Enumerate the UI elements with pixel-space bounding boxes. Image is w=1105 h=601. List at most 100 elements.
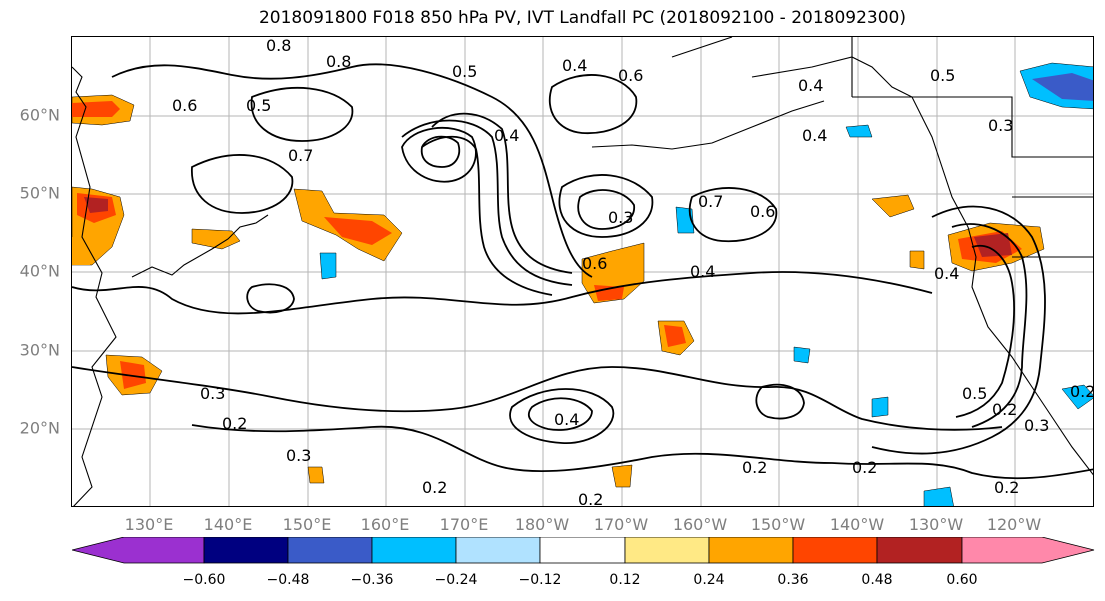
contour-label: 0.6 bbox=[582, 254, 607, 273]
coastline-japan bbox=[131, 214, 269, 278]
contour-0.3 bbox=[72, 366, 1003, 431]
colorbar bbox=[72, 537, 1095, 564]
colorbar-swatch bbox=[203, 537, 289, 564]
lon-label-160e: 160°E bbox=[360, 515, 410, 534]
contour-label: 0.3 bbox=[608, 208, 633, 227]
colorbar-tick-label: −0.60 bbox=[182, 572, 226, 588]
contour-label: 0.4 bbox=[798, 76, 823, 95]
lon-label-150w: 150°W bbox=[750, 515, 806, 534]
contour-ridge-3 bbox=[401, 119, 573, 286]
fill-negative-baja bbox=[923, 486, 954, 506]
contour-subtropical-loop bbox=[755, 383, 805, 420]
colorbar-extend-high bbox=[961, 537, 1095, 564]
contour-east-loop bbox=[688, 187, 778, 243]
fill-positive-tropical-east bbox=[611, 464, 633, 488]
contour-label: 0.6 bbox=[172, 96, 197, 115]
contour-label: 0.2 bbox=[1070, 382, 1094, 401]
map-title: 2018091800 F018 850 hPa PV, IVT Landfall… bbox=[258, 8, 906, 28]
colorbar-tick-label: 0.36 bbox=[777, 572, 809, 588]
contour-0.2-south bbox=[191, 424, 1093, 480]
lon-label-140w: 140°W bbox=[829, 515, 885, 534]
contour-label: 0.4 bbox=[494, 126, 519, 145]
colorbar-tick-label: 0.12 bbox=[609, 572, 641, 588]
contour-label: 0.2 bbox=[852, 458, 877, 477]
contour-label: 0.5 bbox=[962, 384, 987, 403]
fill-negative-subtropical bbox=[793, 346, 811, 364]
contour-0.4-inner bbox=[527, 397, 593, 431]
pv-contours bbox=[72, 63, 1093, 480]
colorbar-swatch bbox=[624, 537, 710, 564]
lon-label-150e: 150°E bbox=[282, 515, 332, 534]
contour-center-low bbox=[401, 126, 477, 183]
fill-positive-east-pacific bbox=[909, 250, 925, 270]
fill-positive-gulf-alaska bbox=[871, 194, 915, 218]
contour-label: 0.4 bbox=[934, 264, 959, 283]
fill-negative-west bbox=[319, 252, 337, 280]
contour-label: 0.5 bbox=[452, 62, 477, 81]
contour-west-loop bbox=[191, 154, 294, 214]
contour-west-small bbox=[246, 283, 295, 314]
lon-label-180w: 180°W bbox=[514, 515, 570, 534]
lon-label-170e: 170°E bbox=[439, 515, 489, 534]
contour-label: 0.4 bbox=[802, 126, 827, 145]
lon-label-120w: 120°W bbox=[986, 515, 1042, 534]
colorbar-swatch bbox=[792, 537, 878, 564]
contour-0.2-north bbox=[72, 271, 933, 315]
colorbar-swatch bbox=[708, 537, 794, 564]
contour-label: 0.3 bbox=[988, 116, 1013, 135]
contour-west-loop-2 bbox=[250, 86, 354, 142]
lon-label-170w: 170°W bbox=[593, 515, 649, 534]
lon-label-160w: 160°W bbox=[672, 515, 728, 534]
coastline-aleutians bbox=[591, 100, 825, 150]
map-canvas: 0.8 0.6 0.5 0.7 0.8 0.5 0.4 0.6 0.4 0.4 … bbox=[72, 37, 1094, 507]
contour-label: 0.4 bbox=[554, 410, 579, 429]
contour-mid-loop-2 bbox=[577, 189, 635, 230]
lat-label-60n: 60°N bbox=[19, 105, 60, 125]
contour-label: 0.3 bbox=[200, 384, 225, 403]
colorbar-extend-low bbox=[72, 537, 205, 564]
lat-label-30n: 30°N bbox=[19, 340, 60, 360]
contour-label: 0.2 bbox=[994, 478, 1019, 497]
colorbar-tick-label: −0.12 bbox=[518, 572, 562, 588]
contour-label: 0.3 bbox=[1024, 416, 1049, 435]
contour-label: 0.2 bbox=[992, 400, 1017, 419]
lat-label-50n: 50°N bbox=[19, 183, 60, 203]
fill-positive-kuril bbox=[191, 228, 241, 250]
contour-label: 0.5 bbox=[930, 66, 955, 85]
coastline-alaska bbox=[671, 37, 969, 228]
coastline-na-west bbox=[967, 226, 1093, 476]
colorbar-swatch bbox=[539, 537, 626, 564]
contour-label: 0.4 bbox=[562, 56, 587, 75]
contour-label: 0.6 bbox=[618, 66, 643, 85]
colorbar-tick-label: −0.24 bbox=[434, 572, 478, 588]
contour-trough-east-2 bbox=[951, 223, 1028, 428]
contour-trough-east bbox=[871, 205, 1046, 455]
fill-negative-se bbox=[1061, 384, 1093, 410]
contour-ridge-2 bbox=[431, 112, 573, 274]
contour-label: 0.2 bbox=[422, 478, 447, 497]
contour-label-group: 0.8 0.6 0.5 0.7 0.8 0.5 0.4 0.6 0.4 0.4 … bbox=[172, 37, 1094, 507]
fill-negative-trade bbox=[871, 396, 889, 418]
coastlines bbox=[72, 37, 1093, 506]
colorbar-swatch bbox=[876, 537, 963, 564]
contour-mid-loop bbox=[558, 174, 654, 238]
contour-label: 0.3 bbox=[286, 446, 311, 465]
contour-label: 0.7 bbox=[698, 192, 723, 211]
colorbar-tick-label: 0.60 bbox=[946, 572, 978, 588]
contour-label: 0.8 bbox=[326, 52, 351, 71]
contour-ridge-4 bbox=[421, 135, 553, 296]
contour-label: 0.2 bbox=[222, 414, 247, 433]
lon-label-130w: 130°W bbox=[908, 515, 964, 534]
colorbar-swatch bbox=[287, 537, 373, 564]
contour-center-low-2 bbox=[420, 135, 461, 168]
colorbar-swatch bbox=[371, 537, 457, 564]
lat-label-20n: 20°N bbox=[19, 418, 60, 438]
contour-ridge-1 bbox=[111, 63, 593, 278]
colorbar-tick-label: −0.48 bbox=[266, 572, 310, 588]
contour-label: 0.2 bbox=[578, 490, 603, 507]
coastline-canada-border bbox=[851, 37, 1093, 258]
fill-positive-sw-pacific bbox=[307, 466, 325, 484]
contour-label: 0.7 bbox=[288, 146, 313, 165]
colorbar-tick-label: −0.36 bbox=[350, 572, 394, 588]
contour-trough-east-3 bbox=[955, 244, 1015, 418]
